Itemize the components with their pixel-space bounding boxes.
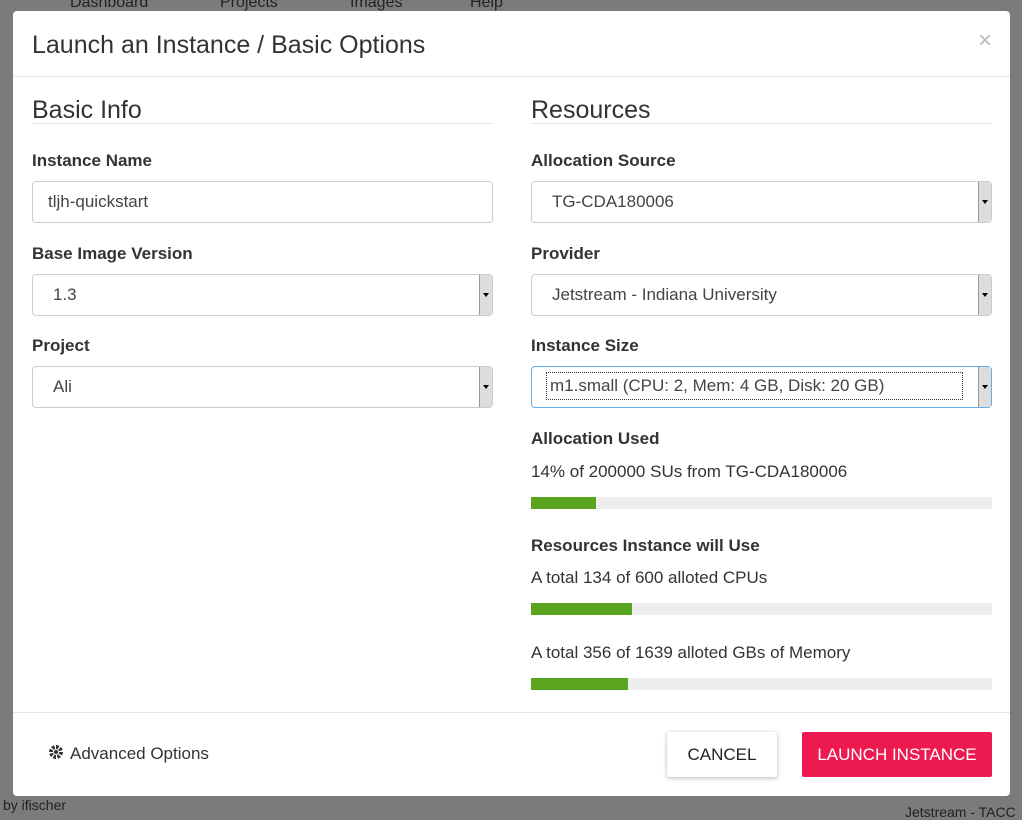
- field-label: Project: [32, 336, 90, 355]
- nav-item: Images: [350, 0, 403, 11]
- select-arrow[interactable]: [479, 367, 492, 407]
- divider: [13, 76, 1010, 77]
- field-label: Instance Name: [32, 151, 152, 170]
- select[interactable]: m1.small (CPU: 2, Mem: 4 GB, Disk: 20 GB…: [531, 366, 992, 408]
- field-value: m1.small (CPU: 2, Mem: 4 GB, Disk: 20 GB…: [546, 372, 963, 400]
- close-button[interactable]: ×: [977, 27, 992, 54]
- background-text: by ifischer: [3, 797, 67, 813]
- select-arrow[interactable]: [479, 274, 492, 315]
- progress-bar: [531, 678, 992, 690]
- progress-fill: [531, 678, 628, 690]
- field-value: tljh-quickstart: [48, 192, 149, 211]
- progress-fill: [531, 603, 633, 615]
- modal: Launch an Instance / Basic Options × Bas…: [13, 11, 1010, 796]
- select[interactable]: Jetstream - Indiana University: [531, 273, 992, 316]
- field-label: Base Image Version: [32, 243, 193, 263]
- field-label: Provider: [531, 243, 600, 263]
- text-input[interactable]: tljh-quickstart: [32, 181, 493, 223]
- divider: [531, 123, 992, 124]
- gear-icon: [49, 745, 63, 759]
- background-text: Jetstream - TACC: [905, 804, 1016, 820]
- usage-text: A total 134 of 600 alloted CPUs: [531, 568, 768, 587]
- cancel-button[interactable]: CANCEL: [667, 732, 777, 777]
- divider: [32, 123, 493, 124]
- launch-button[interactable]: LAUNCH INSTANCE: [802, 732, 992, 777]
- select-arrow[interactable]: [978, 274, 991, 315]
- divider: [13, 712, 1010, 713]
- section-label: Resources Instance will Use: [531, 536, 760, 555]
- field-value: 1.3: [53, 284, 77, 304]
- field-value: Ali: [53, 377, 72, 396]
- nav-item: Dashboard: [70, 0, 149, 11]
- modal-title: Launch an Instance / Basic Options: [32, 31, 426, 59]
- section-heading: Resources: [531, 96, 651, 124]
- usage-text: 14% of 200000 SUs from TG-CDA180006: [531, 462, 848, 481]
- progress-bar: [531, 497, 992, 509]
- select-arrow[interactable]: [978, 182, 991, 222]
- progress-fill: [531, 497, 596, 509]
- select[interactable]: TG-CDA180006: [531, 181, 992, 223]
- section-label: Allocation Used: [531, 429, 660, 448]
- field-label: Instance Size: [531, 336, 639, 355]
- select[interactable]: Ali: [32, 366, 493, 408]
- nav-item: Help: [470, 0, 503, 11]
- field-label: Allocation Source: [531, 151, 676, 170]
- usage-text: A total 356 of 1639 alloted GBs of Memor…: [531, 643, 851, 662]
- field-value: TG-CDA180006: [552, 192, 674, 211]
- select[interactable]: 1.3: [32, 273, 493, 316]
- progress-bar: [531, 603, 992, 615]
- field-value: Jetstream - Indiana University: [552, 284, 777, 304]
- select-arrow[interactable]: [978, 367, 991, 407]
- advanced-options[interactable]: Advanced Options: [70, 744, 209, 763]
- nav-item: Projects: [220, 0, 278, 11]
- section-heading: Basic Info: [32, 96, 142, 124]
